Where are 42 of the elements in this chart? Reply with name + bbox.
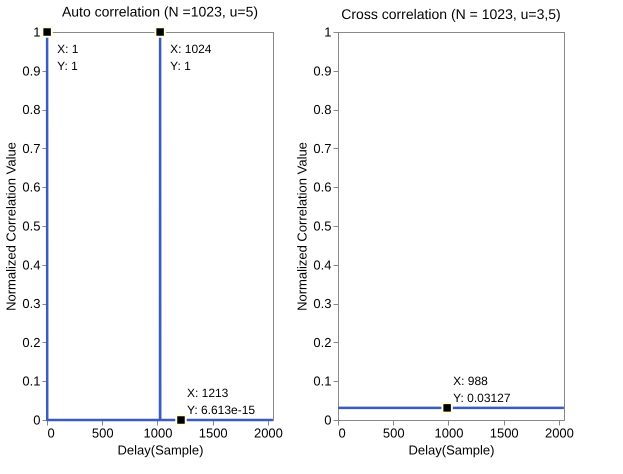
y-tick-label: 0.3 xyxy=(22,296,40,312)
y-tick-label: 0 xyxy=(33,412,40,428)
x-tick-label: 500 xyxy=(92,426,114,440)
y-tick-label: 0.8 xyxy=(313,102,332,118)
y-tick-label: 0.9 xyxy=(22,63,40,78)
y-tick-label: 0.4 xyxy=(313,257,332,272)
x-axis-title: Delay(Sample) xyxy=(408,442,494,458)
annotation: X: 988 Y: 0.03127 xyxy=(453,374,511,405)
y-tick-label: 0.3 xyxy=(313,296,332,312)
y-tick-label: 0.5 xyxy=(22,218,40,234)
annotation: X: 1 Y: 1 xyxy=(57,42,79,73)
y-tick-label: 0.6 xyxy=(313,180,332,195)
y-tick-label: 0.8 xyxy=(22,102,40,118)
y-tick-label: 0.6 xyxy=(22,180,40,195)
y-tick-label: 0.5 xyxy=(313,218,332,234)
annotation: X: 1213 Y: 6.613e-15 xyxy=(186,386,256,417)
x-tick-label: 0 xyxy=(48,426,55,440)
x-tick-label: 1500 xyxy=(198,426,228,440)
x-tick-label: 2000 xyxy=(254,426,283,440)
y-axis-title: Normalized Correlation Value xyxy=(3,142,18,311)
y-tick-label: 0.9 xyxy=(313,63,332,78)
x-tick-label: 1000 xyxy=(434,426,464,440)
annotation: X: 1024 Y: 1 xyxy=(170,42,212,73)
x-tick-label: 0 xyxy=(338,426,346,440)
x-axis-title: Delay(Sample) xyxy=(118,442,204,458)
chart-title: Auto correlation (N =1023, u=5) xyxy=(62,3,258,20)
x-tick-label: 1500 xyxy=(490,426,519,440)
y-axis-title: Normalized Correlation Value xyxy=(294,142,310,311)
y-tick-label: 0.2 xyxy=(313,334,332,350)
y-tick-label: 0.2 xyxy=(22,334,40,350)
y-tick-label: 0.7 xyxy=(313,140,332,156)
y-tick-label: 0 xyxy=(324,412,332,428)
x-tick-label: 1000 xyxy=(144,426,172,440)
chart-title: Cross correlation (N = 1023, u=3,5) xyxy=(341,6,561,22)
y-tick-label: 0.1 xyxy=(313,374,332,389)
x-tick-label: 2000 xyxy=(544,426,574,440)
y-tick-label: 1 xyxy=(33,24,40,40)
y-tick-label: 0.4 xyxy=(22,257,40,272)
y-tick-label: 1 xyxy=(324,24,332,40)
x-tick-label: 500 xyxy=(382,426,405,440)
y-tick-label: 0.7 xyxy=(22,140,40,156)
y-tick-label: 0.1 xyxy=(22,374,40,389)
